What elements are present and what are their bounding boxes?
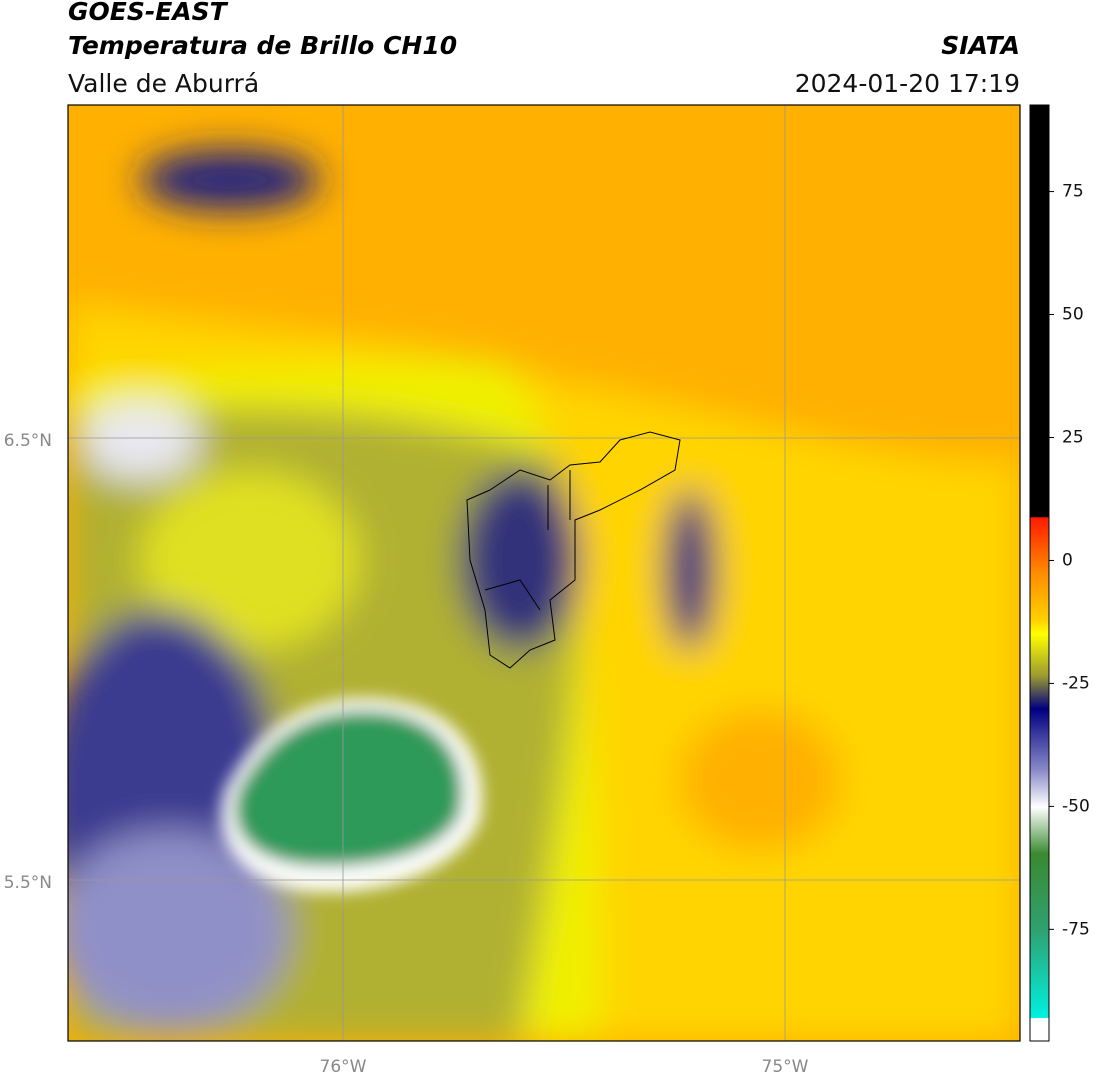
graticule [68, 105, 1020, 1041]
colorbar-tick-label: -50 [1062, 796, 1090, 816]
lat-label: 6.5°N [4, 431, 52, 451]
region: Valle de Aburrá [68, 69, 259, 98]
colorbar-tick-label: 0 [1062, 550, 1073, 570]
colorbar [1029, 104, 1050, 1042]
source: SIATA [941, 31, 1020, 60]
map-frame [67, 104, 1021, 1042]
title: GOES-EAST [68, 0, 229, 26]
colorbar-tick-label: 50 [1062, 305, 1084, 325]
colorbar-tick-label: 25 [1062, 427, 1084, 447]
lon-label: 76°W [320, 1057, 367, 1077]
subtitle: Temperatura de Brillo CH10 [68, 31, 457, 60]
colorbar-tick-label: -75 [1062, 919, 1090, 939]
colorbar-tick-label: -25 [1062, 673, 1090, 693]
municipal-boundaries [466, 431, 681, 669]
datetime: 2024-01-20 17:19 [795, 69, 1020, 98]
lon-label: 75°W [762, 1057, 809, 1077]
lat-label: 5.5°N [4, 873, 52, 893]
colorbar-tick-label: 75 [1062, 182, 1084, 202]
map-field [68, 105, 1020, 1041]
